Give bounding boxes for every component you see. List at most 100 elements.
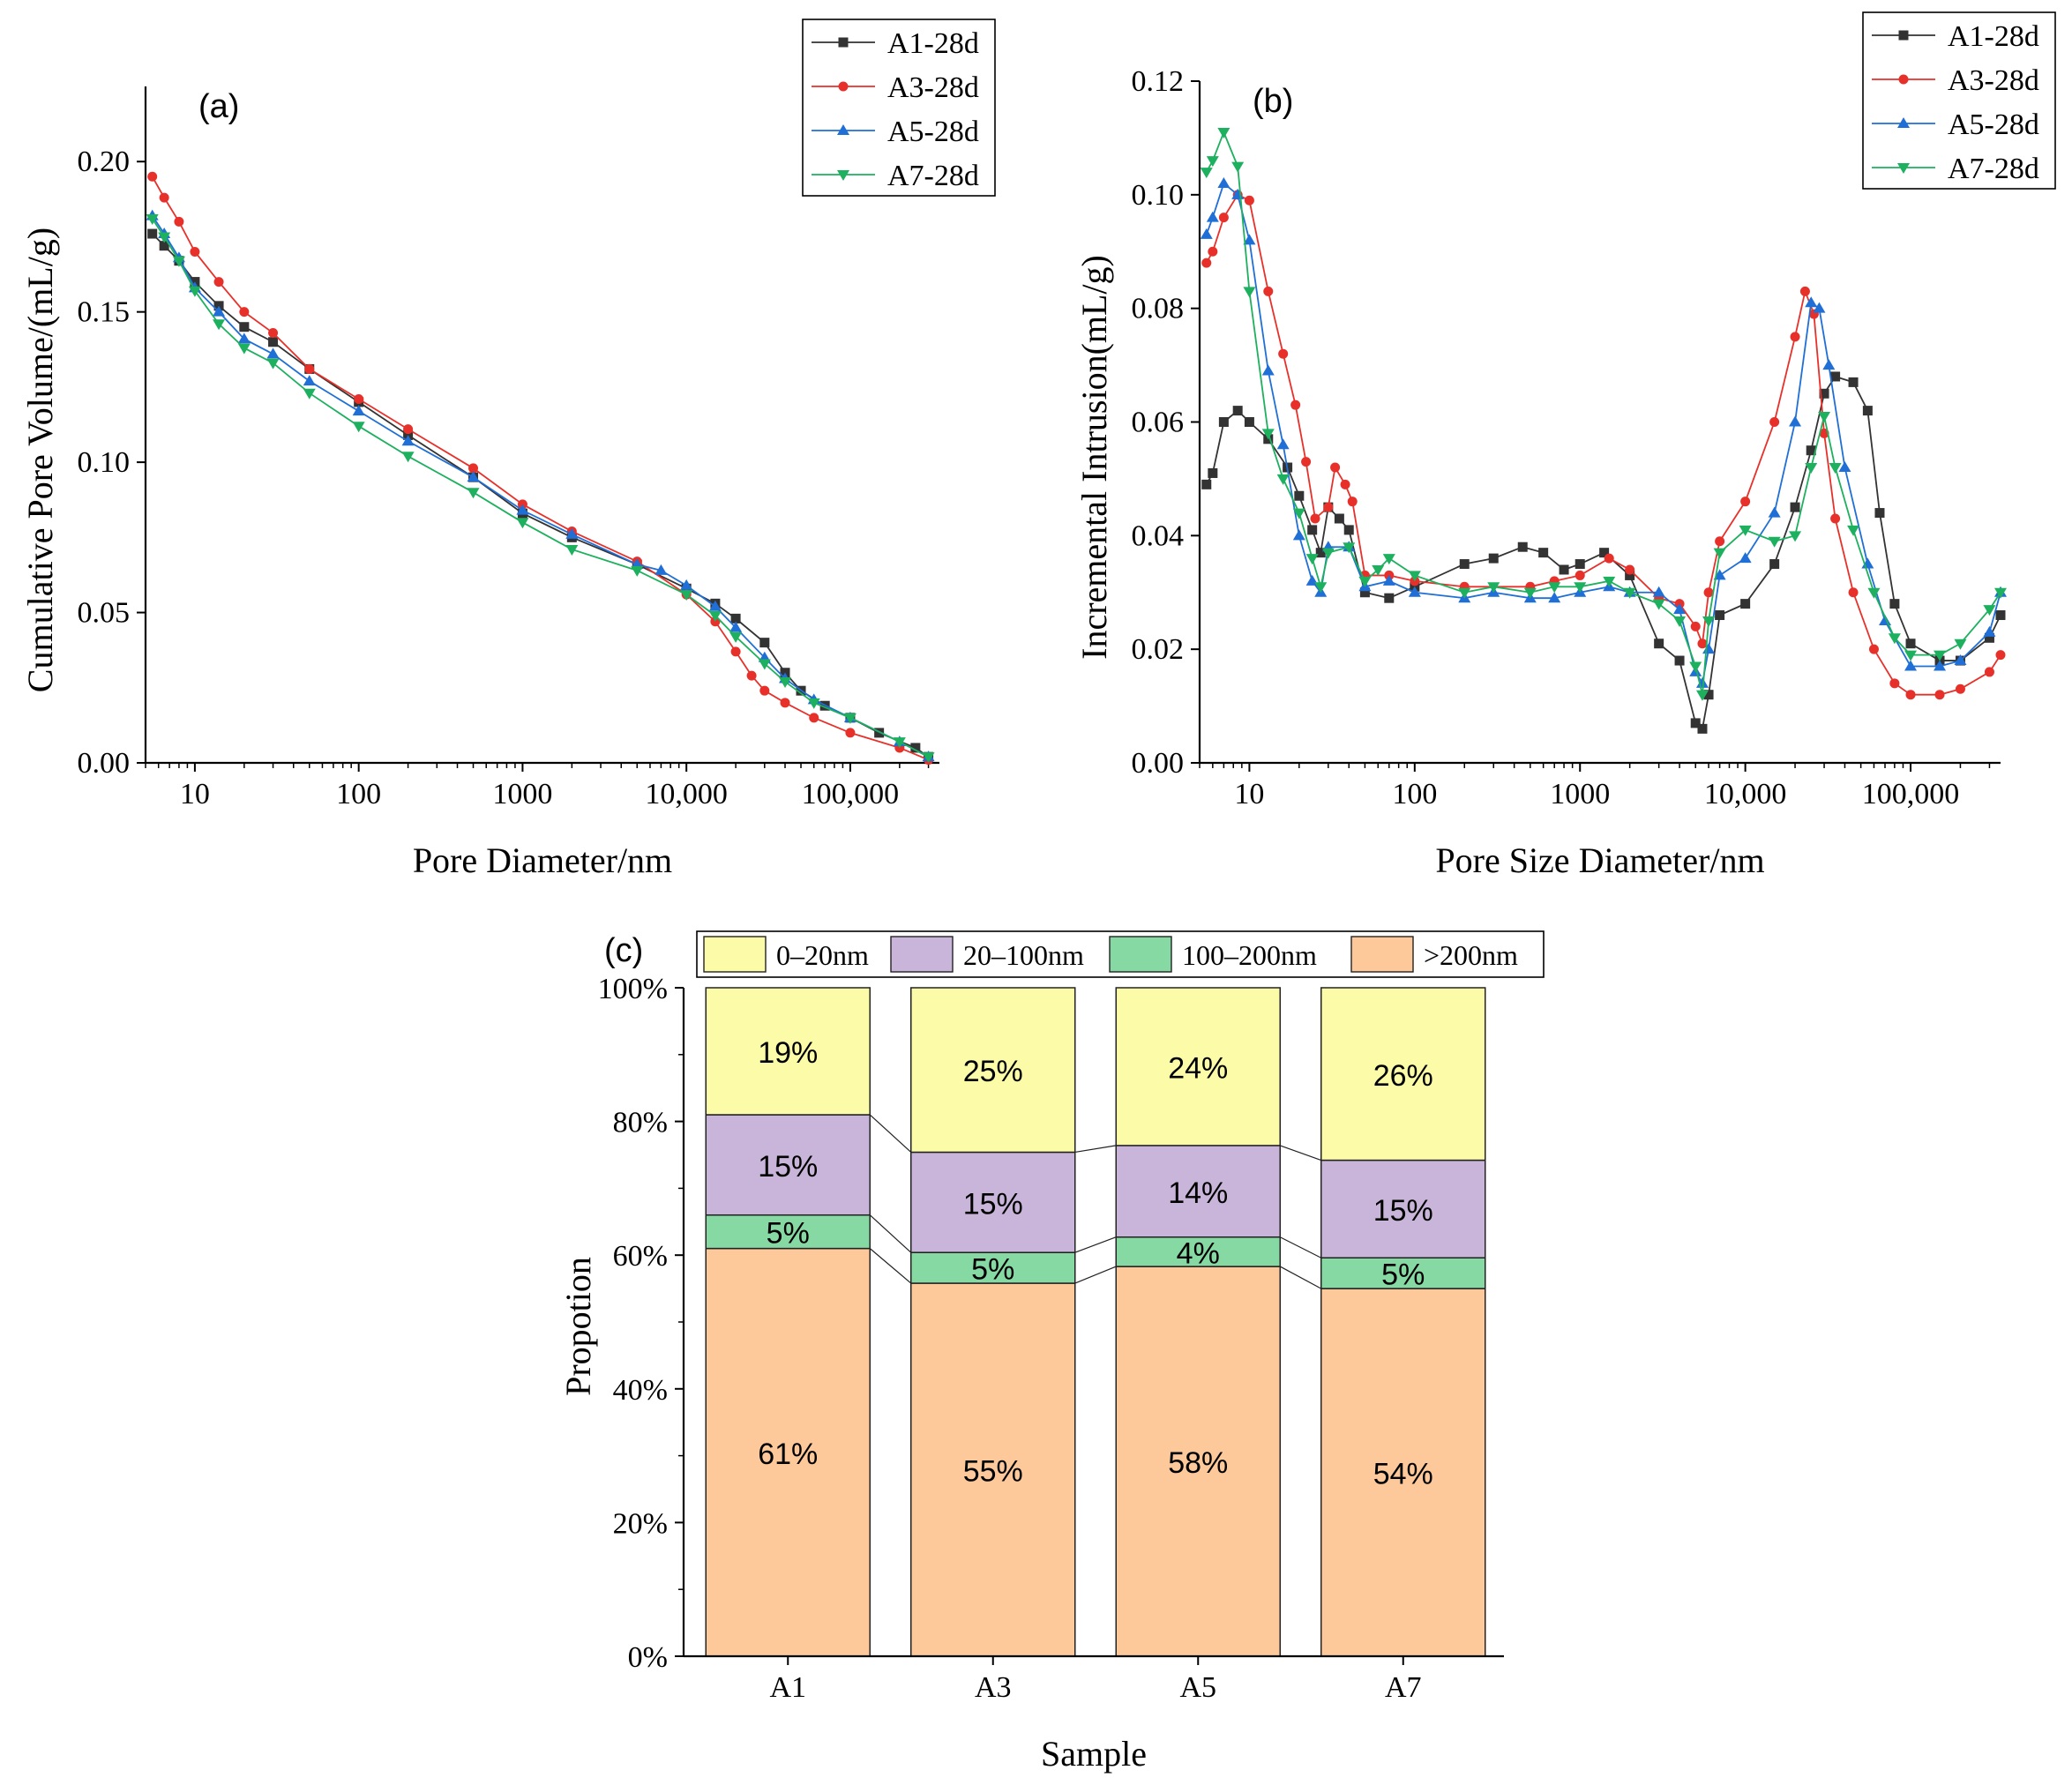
point-A5-28d-28: [1739, 552, 1752, 564]
point-A7-28d-40: [1954, 639, 1967, 650]
point-A5-28d-7: [303, 375, 316, 386]
point-A7-28d-21: [893, 737, 906, 749]
category-label-A1: A1: [769, 1671, 806, 1704]
point-A1-28d-33: [1806, 445, 1816, 456]
point-A7-28d-5: [1261, 429, 1275, 440]
panel-a-label: (a): [198, 88, 239, 125]
panel-b-ytick-label: 0.04: [1132, 519, 1185, 552]
point-A3-28d-36: [1848, 587, 1859, 598]
point-A7-28d-25: [1689, 661, 1702, 673]
point-A7-28d-34: [1829, 463, 1842, 474]
point-A7-28d-9: [401, 452, 415, 463]
bar-connector-line: [1074, 1236, 1117, 1253]
point-A7-28d-1: [1206, 156, 1219, 168]
point-A5-28d-14: [655, 564, 668, 575]
panel-a-xtick-label: 1000: [492, 778, 552, 810]
point-A1-28d-40: [1905, 639, 1916, 649]
point-A1-28d-21: [1575, 559, 1585, 570]
point-A7-28d-33: [1818, 412, 1831, 423]
point-A1-28d-24: [1654, 639, 1664, 649]
point-A3-28d-16: [730, 646, 741, 657]
point-A7-28d-22: [922, 752, 935, 764]
point-A3-28d-21: [845, 728, 856, 738]
point-A7-28d-22: [1623, 587, 1636, 599]
point-A7-28d-12: [565, 544, 579, 556]
point-A7-28d-20: [843, 713, 856, 724]
point-A3-28d-4: [1244, 195, 1254, 205]
series-A5-28d: [146, 209, 935, 762]
panel-b-x-axis-label: Pore Size Diameter/nm: [1435, 840, 1764, 880]
point-A7-28d-15: [1408, 571, 1421, 582]
point-A7-28d-8: [1305, 554, 1319, 565]
panel-b-xtick-label: 100,000: [1862, 778, 1960, 810]
point-A1-28d-13: [1359, 587, 1370, 598]
point-A3-28d-31: [1790, 332, 1800, 342]
bar-A5-20–100nm: [1115, 1145, 1281, 1238]
point-A1-28d-legend: [838, 37, 849, 48]
point-A3-28d-legend: [1898, 74, 1909, 85]
bar-label-A7-100–200nm: 5%: [1381, 1258, 1425, 1292]
point-A1-28d-29: [1715, 610, 1725, 621]
panel-c-ytick-label: 0%: [628, 1641, 668, 1674]
point-A1-28d-36: [1848, 377, 1859, 387]
panel-a-xtick-label: 10,000: [645, 778, 728, 810]
point-A7-28d-17: [758, 659, 771, 670]
point-A5-28d-17: [729, 621, 743, 632]
point-A1-28d-39: [1889, 599, 1900, 609]
point-A7-28d-4: [1243, 287, 1256, 298]
point-A5-28d-11: [516, 504, 529, 515]
point-A3-28d-legend: [838, 81, 849, 92]
point-A1-28d-22: [874, 728, 885, 738]
point-A1-28d-27: [1697, 723, 1708, 734]
point-A5-28d-32: [1813, 302, 1826, 313]
point-A7-28d-6: [1276, 474, 1290, 485]
point-A1-28d-23: [1625, 570, 1635, 580]
point-A3-28d-13: [1347, 497, 1358, 507]
point-A5-28d-34: [1838, 461, 1851, 473]
point-A3-28d-1: [1208, 246, 1218, 257]
point-A7-28d-18: [1523, 587, 1537, 599]
point-A7-28d-14: [680, 590, 693, 601]
point-A7-28d-24: [1673, 616, 1687, 627]
point-A5-28d-37: [1904, 660, 1918, 671]
point-A1-28d-9: [1315, 548, 1326, 558]
point-A7-28d-legend: [1897, 163, 1910, 174]
point-A7-28d-27: [1702, 616, 1716, 627]
panel-a-ytick-label: 0.10: [78, 446, 131, 479]
point-A3-28d-7: [304, 363, 315, 374]
point-A5-28d-10: [467, 471, 480, 482]
point-A3-28d-42: [1984, 667, 1994, 677]
point-A5-28d-29: [1768, 506, 1781, 518]
bar-connector-line: [1279, 1266, 1322, 1289]
point-A1-28d-1: [159, 241, 169, 251]
point-A3-28d-11: [1330, 462, 1341, 473]
point-A1-28d-43: [1984, 632, 1994, 643]
panel-c-legend: 0–20nm 20–100nm 100–200nm >200nm: [696, 930, 1545, 978]
bar-label-A1-20–100nm: 15%: [758, 1150, 818, 1184]
point-A1-28d-11: [1334, 513, 1344, 524]
point-A3-28d-43: [1995, 650, 2006, 661]
point-A3-28d-0: [147, 171, 158, 182]
point-A3-28d-20: [809, 713, 819, 723]
panel-c-ytick-label: 40%: [613, 1374, 668, 1407]
bar-connector-line: [869, 1248, 912, 1284]
legend-entry-A3-28d: A3-28d: [1948, 64, 2039, 97]
bar-label-A1-0–20nm: 19%: [758, 1036, 818, 1070]
bar-label-A3->200nm: 55%: [963, 1455, 1023, 1489]
panel-b-incremental-intrusion: 0.00 0.02 0.04 0.06 0.08 0.10 0.12 10 100 1000 10,…: [1074, 11, 2056, 880]
point-A3-28d-10: [468, 463, 479, 474]
point-A7-28d-8: [352, 422, 365, 433]
point-A7-28d-2: [1217, 127, 1230, 138]
panel-b-legend: A1-28d A3-28d A5-28d A7-28d: [1862, 11, 2056, 190]
point-A5-28d-6: [266, 347, 280, 359]
series-A3-28d: [1201, 190, 2006, 700]
bar-A3-100–200nm: [910, 1251, 1076, 1284]
point-A5-28d-31: [1805, 296, 1818, 308]
line-A5-28d: [1205, 182, 2001, 686]
point-A7-28d-0: [146, 213, 159, 225]
point-A1-28d-5: [239, 322, 250, 332]
panel-b-xtick-label: 10,000: [1704, 778, 1787, 810]
point-A7-28d-20: [1574, 582, 1587, 594]
point-A3-28d-2: [174, 216, 184, 227]
panel-b-label: (b): [1253, 83, 1293, 120]
